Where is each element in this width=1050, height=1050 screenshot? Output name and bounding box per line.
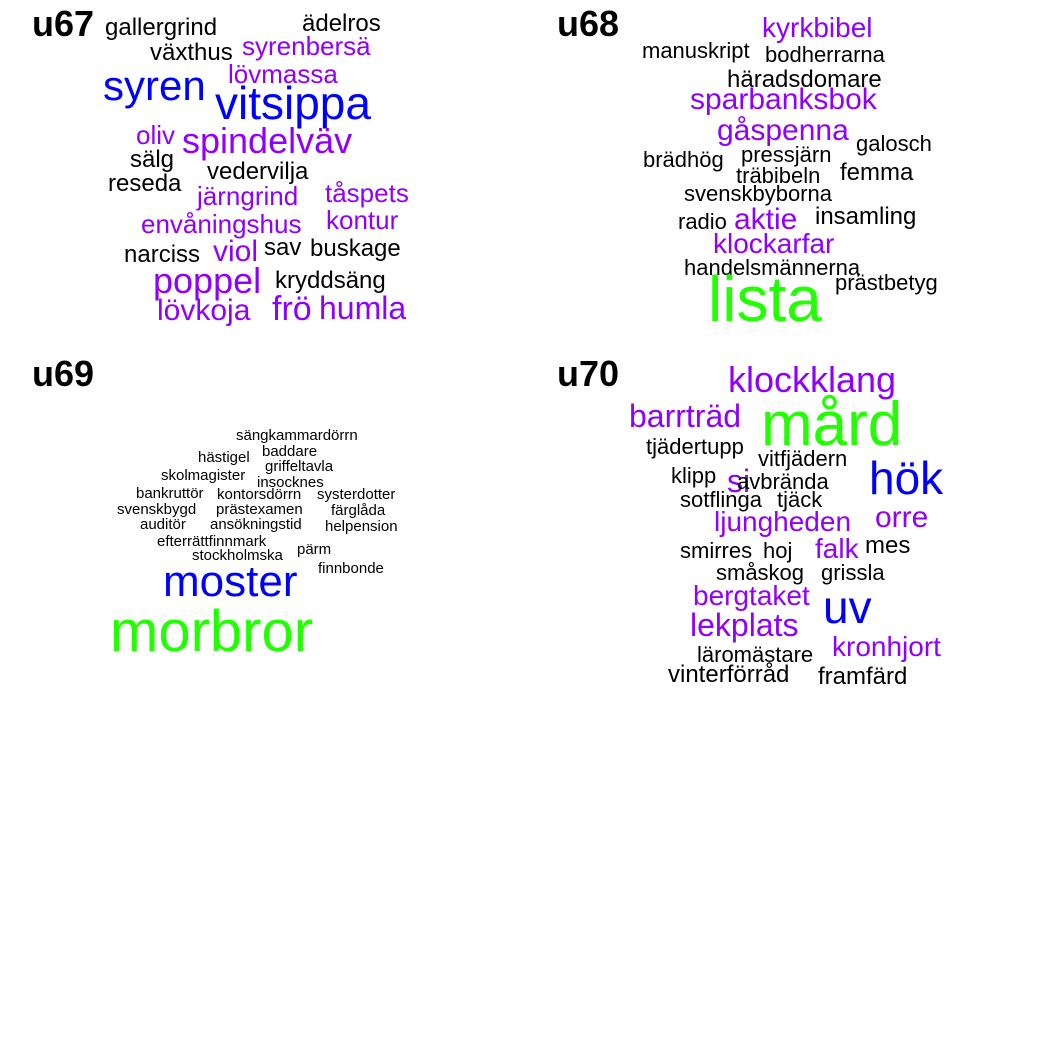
panel-title: u70 (557, 353, 620, 394)
cloud-word: kyrkbibel (762, 12, 873, 43)
cloud-word: läromästare (697, 642, 814, 667)
cloud-word: stockholmska (192, 547, 283, 564)
cloud-word: handelsmännerna (684, 255, 861, 280)
cloud-word: syrenbersä (242, 31, 371, 61)
cloud-word: skolmagister (161, 467, 246, 484)
cloud-word: avbrända (737, 469, 829, 494)
cloud-word: tjäck (777, 487, 823, 512)
cloud-word: envåningshus (141, 209, 302, 239)
cloud-word: helpension (325, 518, 398, 535)
cloud-word: radio (678, 209, 727, 234)
cloud-word: ädelros (302, 10, 381, 37)
cloud-word: tåspets (325, 178, 409, 208)
cloud-word: galosch (856, 131, 932, 156)
panel-u70: u70 klockklang barrträd mård tjädertupp vitf… (525, 350, 1050, 700)
cloud-word: vinterförråd (668, 661, 790, 688)
cloud-word: gåspenna (717, 114, 849, 147)
cloud-word: sparbanksbok (690, 83, 877, 116)
cloud-word: smirres (680, 538, 753, 563)
cloud-word: järngrind (197, 181, 299, 211)
cloud-word: sav (264, 234, 302, 261)
cloud-word: insocknes (257, 474, 324, 491)
cloud-word: oliv (136, 120, 176, 150)
cloud-word: klockarfar (713, 228, 835, 259)
cloud-word: barrträd (629, 398, 742, 434)
cloud-word: griffeltavla (265, 458, 334, 475)
cloud-word: bodherrarna (765, 42, 885, 67)
cloud-word: aktie (734, 203, 798, 236)
cloud-word: auditör (140, 516, 186, 533)
cloud-word: framfärd (818, 663, 908, 690)
cloud-word: manuskript (642, 38, 750, 63)
cloud-word: falk (815, 533, 859, 564)
cloud-word: kryddsäng (275, 267, 386, 294)
cloud-word: ansökningstid (210, 516, 302, 533)
panel-u69: u69 sängkammardörrn hästigel baddare griffe… (0, 350, 525, 700)
panel-title: u69 (32, 353, 95, 394)
cloud-word: lekplats (690, 607, 799, 643)
cloud-word: frö (272, 290, 312, 328)
cloud-word: lövkoja (157, 294, 251, 327)
cloud-word: vitsippa (215, 77, 371, 129)
cloud-word: si (727, 463, 751, 499)
cloud-word: svenskbygd (117, 501, 197, 518)
cloud-word: sotflinga (680, 487, 762, 512)
cloud-word: mes (865, 532, 911, 559)
cloud-word: växthus (150, 39, 233, 66)
cloud-word: gallergrind (105, 14, 218, 41)
cloud-word: syren (103, 62, 206, 109)
cloud-word: tjädertupp (646, 434, 744, 459)
cloud-word: narciss (124, 241, 201, 268)
cloud-word: småskog (716, 560, 805, 585)
cloud-word: humla (319, 290, 407, 326)
cloud-word: buskage (310, 235, 401, 262)
cloud-word: moster (163, 557, 298, 606)
cloud-word: orre (875, 501, 929, 534)
cloud-word: spindelväv (182, 120, 353, 161)
cloud-word: morbror (110, 599, 314, 664)
cloud-word: femma (840, 159, 914, 186)
cloud-word: poppel (153, 260, 262, 301)
panel-title: u67 (32, 3, 95, 44)
cloud-word: kontur (326, 205, 399, 235)
cloud-word: grissla (821, 560, 885, 585)
cloud-word: klockklang (728, 359, 897, 400)
cloud-word: kronhjort (832, 631, 941, 662)
cloud-word: bankruttör (136, 485, 204, 502)
cloud-word: prästbetyg (835, 270, 938, 295)
cloud-word: kontorsdörrn (217, 486, 302, 503)
cloud-word: pärm (297, 541, 332, 558)
cloud-word: bergtaket (693, 580, 810, 611)
cloud-word: pressjärn (741, 142, 832, 167)
cloud-word: hästigel (198, 449, 250, 466)
panel-u68: u68 kyrkbibel manuskript bodherrarna härads… (525, 0, 1050, 350)
cloud-word: systerdotter (317, 486, 396, 503)
cloud-word: häradsdomare (727, 66, 882, 93)
cloud-word: vitfjädern (758, 446, 848, 471)
cloud-word: reseda (108, 170, 182, 197)
cloud-word: lövmassa (228, 59, 338, 89)
cloud-word: träbibeln (736, 163, 821, 188)
panel-title: u68 (557, 3, 620, 44)
cloud-word: efterrättfinnmark (157, 533, 267, 550)
cloud-word: sängkammardörrn (236, 427, 358, 444)
cloud-word: baddare (262, 443, 318, 460)
cloud-word: hoj (763, 538, 793, 563)
cloud-word: ljungheden (714, 506, 852, 537)
cloud-word: klipp (671, 463, 717, 488)
cloud-word: brädhög (643, 147, 724, 172)
cloud-word: prästexamen (216, 501, 303, 518)
cloud-word: färglåda (331, 502, 386, 519)
panel-u67: u67 gallergrind ädelros växthus syrenbersä l… (0, 0, 525, 350)
cloud-word: hök (869, 452, 944, 504)
cloud-word: vedervilja (207, 158, 309, 185)
cloud-word: insamling (815, 203, 917, 230)
cloud-word: viol (213, 235, 259, 268)
cloud-word: sälg (130, 146, 175, 173)
cloud-word: mård (761, 390, 903, 459)
cloud-word: lista (708, 263, 822, 335)
cloud-word: svenskbyborna (684, 181, 832, 206)
cloud-word: finnbonde (318, 560, 384, 577)
cloud-word: uv (823, 581, 872, 633)
